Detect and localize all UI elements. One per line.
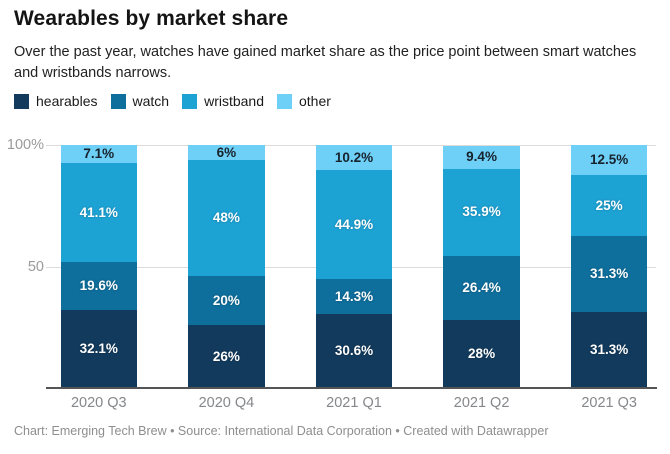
- legend-item-hearables: hearables: [14, 93, 98, 109]
- x-tick-label: 2021 Q1: [326, 395, 382, 411]
- segment-watch: 26.4%: [443, 255, 520, 320]
- segment-value-label: 26%: [212, 348, 240, 364]
- segment-wristband: 25%: [570, 175, 648, 237]
- segment-other: 6%: [188, 145, 265, 160]
- segment-wristband: 35.9%: [443, 168, 520, 256]
- segment-value-label: 26.4%: [462, 280, 501, 296]
- plot-area: 100% 50 7.1% 41.1% 19.6% 32.1% 6% 48% 20% 26% 10.…: [0, 137, 670, 411]
- segment-value-label: 32.1%: [79, 341, 118, 357]
- segment-hearables: 30.6%: [315, 313, 393, 388]
- x-axis-line: [46, 387, 657, 389]
- legend-item-watch: watch: [110, 93, 170, 109]
- bar-2021-q3: 12.5% 25% 31.3% 31.3%: [545, 144, 670, 388]
- segment-value-label: 41.1%: [79, 204, 118, 220]
- segment-wristband: 48%: [188, 159, 265, 277]
- segment-value-label: 35.9%: [462, 204, 501, 220]
- legend: hearables watch wristband other: [14, 93, 331, 109]
- segment-hearables: 26%: [188, 324, 265, 388]
- bar-2020-q4: 6% 48% 20% 26%: [163, 145, 291, 388]
- attribution: Chart: Emerging Tech Brew • Source: Inte…: [14, 424, 549, 438]
- segment-value-label: 14.3%: [334, 288, 374, 304]
- legend-item-other: other: [277, 93, 331, 109]
- bar-2021-q2: 9.4% 35.9% 26.4% 28%: [418, 145, 546, 388]
- segment-wristband: 44.9%: [315, 169, 393, 279]
- segment-value-label: 19.6%: [79, 278, 118, 294]
- segment-other: 12.5%: [570, 144, 648, 176]
- chart-subtitle: Over the past year, watches have gained …: [14, 44, 637, 81]
- x-tick-label: 2021 Q2: [453, 395, 510, 411]
- legend-label: other: [299, 93, 331, 109]
- segment-value-label: 31.3%: [590, 266, 629, 282]
- x-axis-labels: 2020 Q3 2020 Q4 2021 Q1 2021 Q2 2021 Q3: [35, 388, 670, 411]
- segment-value-label: 20%: [212, 292, 240, 308]
- legend-label: wristband: [204, 93, 264, 109]
- segment-value-label: 10.2%: [334, 149, 374, 165]
- legend-label: hearables: [36, 93, 98, 109]
- segment-value-label: 6%: [216, 144, 237, 160]
- chart-title: Wearables by market share: [14, 7, 289, 30]
- segment-watch: 14.3%: [315, 278, 393, 314]
- y-tick-label: 100%: [6, 137, 44, 153]
- segment-value-label: 9.4%: [466, 149, 497, 165]
- segment-value-label: 31.3%: [590, 342, 629, 358]
- x-tick-label: 2020 Q3: [70, 395, 127, 411]
- segment-wristband: 41.1%: [60, 162, 138, 263]
- legend-swatch: [182, 93, 198, 109]
- segment-hearables: 32.1%: [60, 310, 138, 388]
- segment-value-label: 30.6%: [334, 343, 374, 359]
- segment-value-label: 12.5%: [590, 152, 629, 168]
- segment-hearables: 31.3%: [570, 312, 648, 388]
- x-tick-label: 2021 Q3: [581, 395, 637, 411]
- segment-value-label: 25%: [595, 197, 623, 213]
- legend-swatch: [277, 93, 292, 109]
- segment-value-label: 7.1%: [83, 146, 115, 162]
- bar-2021-q1: 10.2% 44.9% 14.3% 30.6%: [290, 145, 418, 388]
- segment-other: 9.4%: [443, 145, 520, 169]
- segment-other: 10.2%: [315, 145, 393, 170]
- segment-hearables: 28%: [443, 319, 520, 388]
- y-tick-label: 50: [27, 258, 44, 275]
- segment-value-label: 28%: [468, 346, 496, 362]
- segment-watch: 19.6%: [60, 262, 138, 310]
- segment-watch: 20%: [188, 276, 265, 325]
- bar-2020-q3: 7.1% 41.1% 19.6% 32.1%: [35, 145, 163, 388]
- segment-value-label: 44.9%: [334, 216, 374, 232]
- segment-value-label: 48%: [212, 210, 240, 226]
- bars: 7.1% 41.1% 19.6% 32.1% 6% 48% 20% 26% 10.2% 44.9%…: [35, 144, 670, 388]
- segment-other: 7.1%: [60, 145, 138, 163]
- x-tick-label: 2020 Q4: [198, 395, 255, 411]
- legend-swatch: [14, 93, 29, 109]
- legend-item-wristband: wristband: [182, 93, 264, 109]
- legend-label: watch: [132, 93, 170, 109]
- legend-swatch: [110, 93, 126, 109]
- segment-watch: 31.3%: [570, 236, 648, 313]
